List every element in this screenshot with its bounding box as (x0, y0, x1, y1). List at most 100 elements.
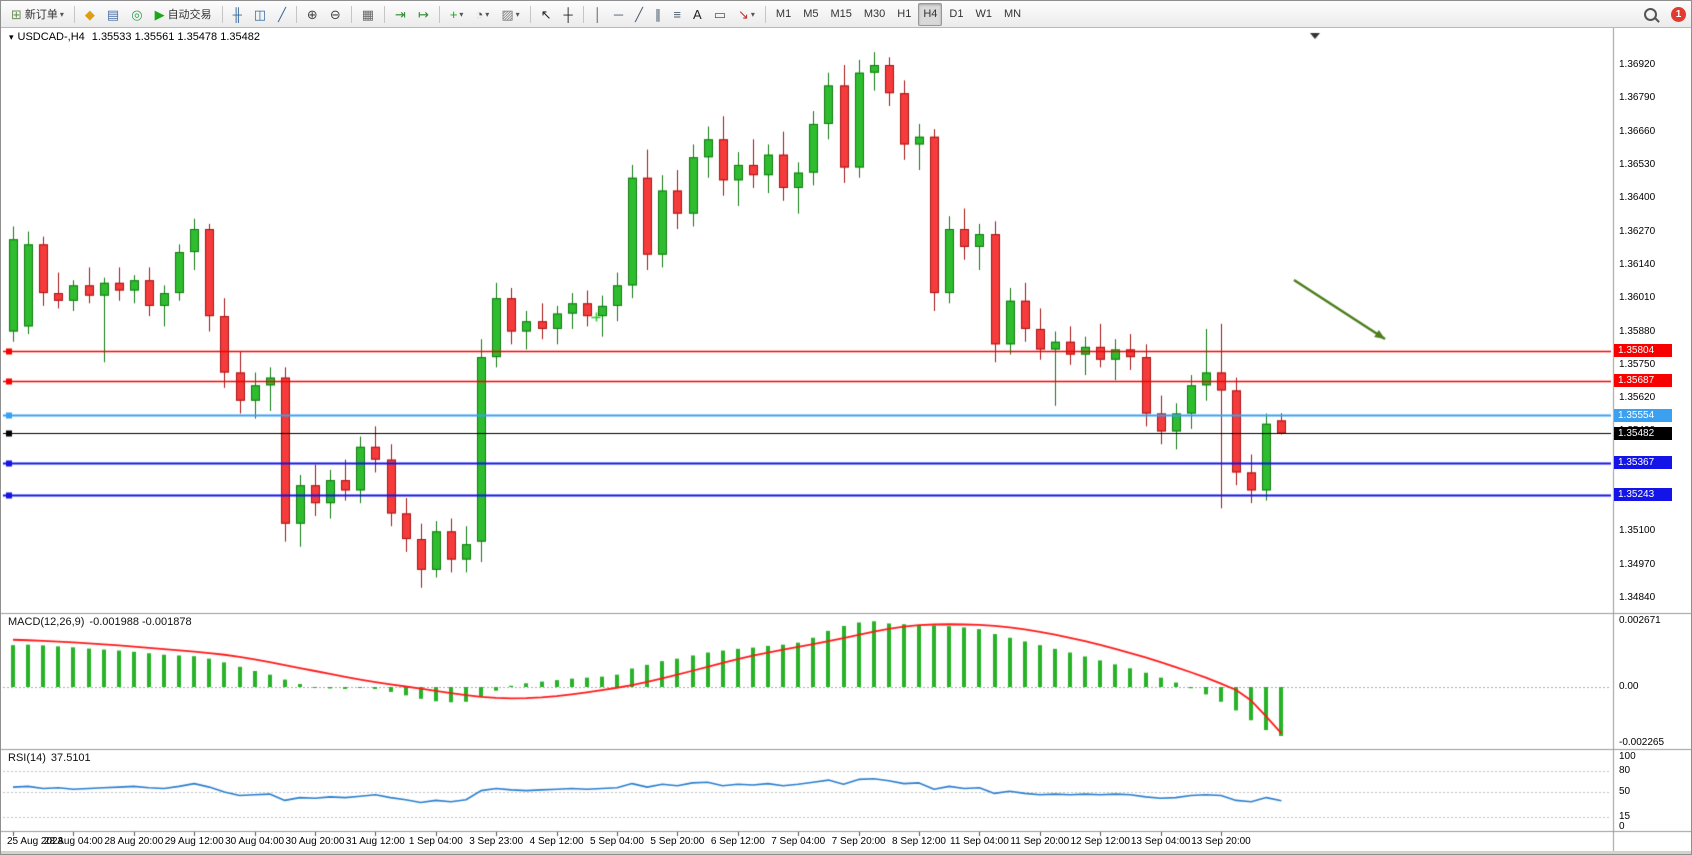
timeframe-m5-button-label: M5 (803, 8, 819, 20)
time-axis-label: 28 Aug 20:00 (104, 836, 164, 847)
toolbar-separator (582, 5, 584, 23)
navigator-button[interactable]: ◎ (126, 3, 147, 26)
fibonacci-button[interactable]: ≡ (668, 3, 686, 26)
time-axis-label: 3 Sep 23:00 (469, 836, 524, 847)
macd-axis-label: 0.002671 (1619, 615, 1661, 627)
timeframe-m30-button[interactable]: M30 (859, 3, 890, 26)
time-axis-label: 5 Sep 20:00 (650, 836, 705, 847)
price-axis-label: 1.34970 (1619, 558, 1656, 570)
time-axis-label: 6 Sep 12:00 (710, 836, 765, 847)
chart-symbol-period: USDCAD-,H4 (17, 31, 85, 43)
vertical-line-button[interactable]: │ (589, 3, 607, 26)
search-button[interactable] (1639, 3, 1662, 26)
price-axis-label: 1.36140 (1619, 258, 1656, 270)
label-button[interactable]: ▭ (709, 3, 731, 26)
indicators-button[interactable]: + ▾ (445, 3, 469, 26)
price-level-box: 1.35804 (1614, 344, 1672, 358)
timeframe-h1-button-label: H1 (897, 8, 912, 20)
time-axis-label: 29 Aug 12:00 (164, 836, 224, 847)
templates-icon: ▨ (501, 6, 514, 22)
candlestick-chart-icon: ◫ (253, 6, 267, 22)
tile-windows-button[interactable]: ▦ (357, 3, 379, 26)
timeframe-h4-button[interactable]: H4 (918, 2, 943, 26)
toolbar-separator (529, 5, 531, 23)
arrows-button[interactable]: ↘ ▾ (733, 3, 760, 26)
new-order-button[interactable]: ⊞ 新订单 ▾ (6, 3, 69, 26)
zoom-out-button[interactable]: ⊖ (325, 3, 346, 26)
cursor-icon: ↖ (540, 6, 552, 22)
price-level-box: 1.35367 (1614, 456, 1672, 470)
data-window-icon: ▤ (106, 6, 120, 22)
rsi-axis-label: 50 (1619, 786, 1631, 797)
toolbar-separator (384, 5, 386, 23)
rsi-value: 37.5101 (50, 752, 91, 764)
text-button[interactable]: A (688, 3, 707, 26)
price-axis-label: 1.36270 (1619, 225, 1656, 237)
time-axis-label: 25 Aug 2023 (7, 836, 64, 847)
price-axis-label: 1.36920 (1619, 59, 1656, 70)
toolbar-right: 1 (1638, 1, 1686, 27)
price-level-box: 1.35554 (1614, 408, 1672, 422)
chart-object-marker-icon: ▾ (9, 32, 14, 42)
macd-axis-label: -0.002265 (1619, 736, 1665, 748)
chart-title: ▾ USDCAD-,H4 1.35533 1.35561 1.35478 1.354… (9, 31, 260, 43)
data-window-button[interactable]: ▤ (102, 3, 124, 26)
bar-chart-button[interactable]: ╫ (228, 3, 247, 26)
timeframe-w1-button-label: W1 (975, 8, 992, 20)
chart-shift-button[interactable]: ↦ (413, 3, 434, 26)
time-axis-label: 30 Aug 04:00 (225, 836, 285, 847)
macd-axis-label: 0.00 (1619, 681, 1639, 692)
time-axis-label: 7 Sep 04:00 (771, 836, 826, 847)
zoom-in-button[interactable]: ⊕ (302, 3, 323, 26)
timeframe-mn-button-label: MN (1003, 8, 1022, 20)
rsi-label: RSI(14) 37.5101 (8, 752, 91, 764)
crosshair-button[interactable]: ┼ (559, 3, 578, 26)
price-axis-label: 1.36010 (1619, 292, 1656, 304)
periods-button[interactable]: ◔ ▾ (470, 3, 494, 26)
toolbar-separator (438, 5, 440, 23)
line-chart-icon: ╱ (278, 6, 286, 22)
timeframe-mn-button[interactable]: MN (999, 3, 1026, 26)
timeframe-m5-button[interactable]: M5 (798, 3, 823, 26)
trendline-button[interactable]: ╱ (630, 3, 648, 26)
timeframe-d1-button[interactable]: D1 (944, 3, 968, 26)
auto-scroll-button[interactable]: ⇥ (390, 3, 411, 26)
cursor-button[interactable]: ↖ (536, 3, 557, 26)
channel-button[interactable]: ∥ (650, 3, 667, 26)
price-level-box: 1.35687 (1614, 374, 1672, 388)
timeframe-m1-button[interactable]: M1 (771, 3, 796, 26)
line-chart-button[interactable]: ╱ (273, 3, 291, 26)
autotrading-button-label: 自动交易 (167, 9, 212, 21)
new-order-icon: ⊞ (11, 6, 22, 22)
arrows-icon: ↘ (737, 6, 749, 22)
toolbar-separator (221, 5, 223, 23)
price-axis-label: 1.36660 (1619, 125, 1656, 137)
periods-icon: ◔ (475, 6, 484, 22)
autotrading-button[interactable]: ▶ 自动交易 (150, 3, 217, 26)
notification-badge[interactable]: 1 (1671, 6, 1686, 22)
price-axis-label: 1.35750 (1619, 358, 1656, 370)
market-watch-button[interactable]: ◆ (80, 3, 100, 26)
templates-button[interactable]: ▨ ▾ (496, 3, 524, 26)
horizontal-line-button[interactable]: ─ (609, 3, 628, 26)
trendline-icon: ╱ (635, 6, 643, 22)
time-axis-label: 31 Aug 12:00 (345, 836, 405, 847)
timeframe-w1-button[interactable]: W1 (970, 3, 997, 26)
chart-shift-icon: ↦ (417, 6, 429, 22)
candlestick-chart-button[interactable]: ◫ (249, 3, 271, 26)
timeframe-m15-button[interactable]: M15 (825, 3, 856, 26)
timeframe-m30-button-label: M30 (863, 8, 886, 20)
price-axis-label: 1.35620 (1619, 392, 1656, 404)
time-axis-label: 8 Sep 12:00 (892, 836, 946, 847)
timeframe-h1-button[interactable]: H1 (892, 3, 916, 26)
time-axis-label: 4 Sep 12:00 (529, 836, 584, 847)
chart-canvas[interactable] (1, 27, 1691, 854)
tile-windows-icon: ▦ (361, 6, 375, 22)
rsi-axis-label: 80 (1619, 765, 1631, 776)
toolbar: ⊞ 新订单 ▾ ◆ ▤ ◎ ▶ 自动交易 ╫ ◫ ╱ ⊕ ⊖ ▦ ⇥ ↦ + ▾ ◔ ▾ ▨ ▾ ↖ ┼ │ ─ ╱ ∥ ≡ A ▭ ↘ ▾ M1… (1, 1, 1691, 28)
crosshair-icon: ┼ (563, 6, 573, 22)
toolbar-separator (295, 5, 297, 23)
price-axis-label: 1.35100 (1619, 525, 1656, 537)
fibonacci-icon: ≡ (673, 6, 682, 22)
